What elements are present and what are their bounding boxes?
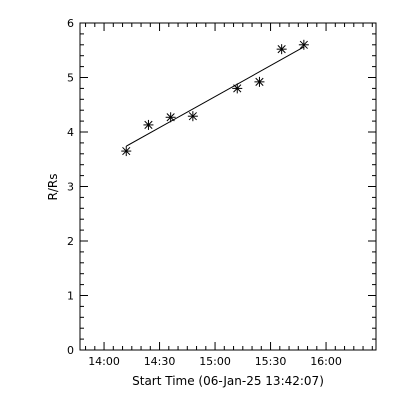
- x-tick-label: 14:30: [144, 355, 176, 368]
- data-point: [187, 111, 198, 122]
- y-axis-label: R/Rs: [46, 174, 60, 201]
- data-point: [143, 119, 154, 130]
- x-tick-label: 14:00: [88, 355, 120, 368]
- fit-line: [126, 46, 305, 147]
- y-tick-label: 3: [67, 181, 74, 194]
- y-tick-label: 1: [67, 290, 74, 303]
- fit-line-group: [126, 46, 305, 147]
- x-ticks: 14:00 14:30 15:00 15:30 16:00: [85, 23, 373, 368]
- y-tick-label: 5: [67, 72, 74, 85]
- data-point: [121, 146, 132, 157]
- data-points: [121, 39, 309, 157]
- data-point: [232, 83, 243, 94]
- x-tick-label: 16:00: [310, 355, 342, 368]
- x-tick-label: 15:00: [199, 355, 231, 368]
- data-point: [298, 39, 309, 50]
- y-ticks: 0 1 2 3 4 5 6: [67, 17, 376, 357]
- y-tick-label: 6: [67, 17, 74, 30]
- data-point: [276, 44, 287, 55]
- axes: 14:00 14:30 15:00 15:30 16:00 0 1 2 3 4 5 6: [67, 17, 377, 368]
- x-tick-label: 15:30: [255, 355, 287, 368]
- y-tick-label: 0: [67, 344, 74, 357]
- x-axis-label: Start Time (06-Jan-25 13:42:07): [132, 374, 324, 388]
- data-point: [254, 76, 265, 87]
- y-tick-label: 2: [67, 235, 74, 248]
- plot-frame: [79, 22, 377, 351]
- data-point: [165, 112, 176, 123]
- y-tick-label: 4: [67, 126, 74, 139]
